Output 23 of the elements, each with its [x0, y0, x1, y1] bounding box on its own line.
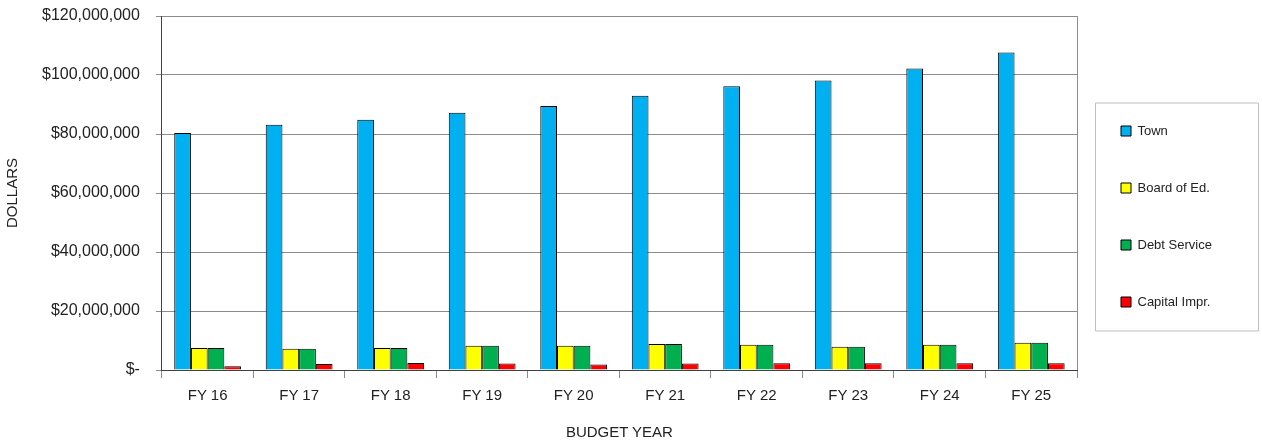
- legend-label: Town: [1137, 122, 1168, 138]
- legend-label: Capital Impr.: [1137, 293, 1211, 309]
- x-tick-label: FY 18: [370, 386, 411, 404]
- x-tick-label: FY 19: [462, 386, 503, 404]
- y-tick-label: $80,000,000: [50, 124, 140, 142]
- y-tick-label: $40,000,000: [50, 242, 140, 260]
- y-tick-label: $-: [125, 360, 140, 378]
- y-axis-title: DOLLARS: [3, 157, 21, 229]
- x-tick-label: FY 21: [645, 386, 686, 404]
- x-tick-label: FY 20: [553, 386, 594, 404]
- x-tick-label: FY 25: [1011, 386, 1052, 404]
- y-tick-label: $120,000,000: [42, 6, 140, 24]
- y-tick-label: $60,000,000: [50, 183, 140, 201]
- x-tick-label: FY 24: [919, 386, 960, 404]
- x-tick-label: FY 17: [279, 386, 320, 404]
- y-tick-label: $20,000,000: [50, 301, 140, 319]
- x-axis-title: BUDGET YEAR: [565, 423, 674, 441]
- x-tick-label: FY 23: [828, 386, 869, 404]
- x-tick-label: FY 22: [736, 386, 777, 404]
- legend-label: Debt Service: [1137, 236, 1212, 252]
- x-tick-label: FY 16: [187, 386, 228, 404]
- legend-label: Board of Ed.: [1137, 179, 1210, 195]
- y-tick-label: $100,000,000: [42, 65, 140, 83]
